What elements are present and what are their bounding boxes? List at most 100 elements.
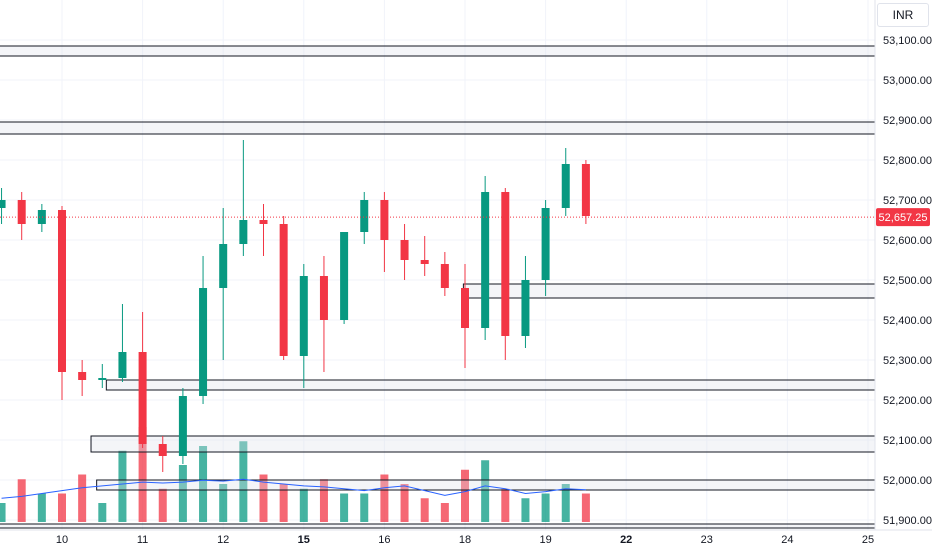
last-price-label: 52,657.25 [879,212,928,224]
volume-bar [299,488,308,522]
y-tick-label: 52,800.00 [883,155,932,167]
volume-ma-line [1,478,586,499]
volume-bar [420,498,429,522]
y-tick-label: 52,500.00 [883,275,932,287]
candle-body [78,372,87,380]
candle-body [158,444,167,456]
volume-bar [319,479,328,522]
candle-body [561,164,570,208]
x-tick-label: 24 [781,534,793,546]
volume-bar [340,493,349,522]
candle-body [138,352,147,444]
x-tick-label: 25 [862,534,874,546]
volume-bar [37,493,46,522]
volume-bar [279,484,288,522]
y-tick-label: 52,900.00 [883,115,932,127]
volume-bar [199,446,208,522]
candle-body [400,240,409,260]
y-tick-label: 52,600.00 [883,235,932,247]
y-tick-label: 52,200.00 [883,395,932,407]
volume-bar [259,474,268,522]
candle-body [541,208,550,280]
volume-bar [178,465,187,522]
volume-bar [58,493,66,522]
volume-bar [400,484,409,522]
candle-body [259,220,268,224]
candle-body [299,276,308,356]
y-tick-label: 52,700.00 [883,195,932,207]
candle-body [239,220,248,244]
x-tick-label: 15 [298,534,310,546]
volume-bar [541,493,550,522]
volume-bar [0,503,6,522]
x-tick-label: 11 [137,534,148,546]
candle-body [58,210,66,372]
volume-bar [118,450,127,522]
y-tick-label: 52,400.00 [883,315,932,327]
x-tick-label: 18 [459,534,471,546]
y-tick-label: 52,000.00 [883,475,932,487]
x-tick-label: 10 [56,534,68,546]
candles [0,140,590,472]
candle-body [340,232,349,320]
candle-body [360,200,369,232]
volume-bars [0,427,590,522]
y-tick-label: 51,900.00 [883,515,932,527]
y-tick-label: 52,300.00 [883,355,932,367]
volume-bar [481,460,490,522]
volume-bar [98,503,107,522]
candle-body [279,224,288,356]
zone-box [105,379,876,391]
volume-ma-polyline [1,478,586,499]
candle-body [37,210,46,224]
zone-box [96,479,876,491]
candle-body [501,192,510,336]
volume-bar [78,474,87,522]
y-tick-label: 53,000.00 [883,75,932,87]
volume-bar [440,503,449,522]
last-price-line: 52,657.25 [0,208,930,227]
currency-label[interactable]: INR [877,3,929,27]
candle-body [17,200,26,224]
volume-bar [581,493,590,522]
zone-box [0,45,876,57]
volume-bar [360,493,369,522]
candle-body [461,288,469,328]
zone-box [0,121,876,135]
candle-body [521,280,530,336]
volume-bar [219,484,228,522]
volume-bar [239,441,248,522]
zone-box [0,523,876,529]
candle-body [420,260,429,264]
last-price-tag [876,208,930,227]
x-tick-label: 16 [378,534,390,546]
zones [0,45,876,529]
y-tick-label: 53,100.00 [883,35,932,47]
volume-bar [561,484,570,522]
candle-body [581,164,590,216]
volume-bar [138,427,147,522]
candle-body [199,288,208,396]
x-tick-label: 22 [620,534,632,546]
volume-bar [461,469,469,522]
candle-body [440,264,449,288]
candle-body [178,396,187,456]
candle-body [380,200,389,240]
x-tick-label: 23 [701,534,713,546]
volume-bar [521,498,530,522]
y-axis[interactable]: 53,100.00 53,000.00 52,900.00 52,800.00 52,7… [874,0,932,530]
x-axis[interactable]: 10 11 12 15 16 18 19 22 23 24 25 [0,529,932,546]
zone-box [90,435,876,453]
volume-bar [380,474,389,522]
volume-bar [158,488,167,522]
candle-body [118,352,127,378]
x-tick-label: 12 [217,534,229,546]
candle-body [319,276,328,320]
y-tick-label: 52,100.00 [883,435,932,447]
candle-body [0,200,6,208]
volume-bar [501,488,510,522]
candle-body [481,192,490,328]
x-tick-label: 19 [539,534,551,546]
